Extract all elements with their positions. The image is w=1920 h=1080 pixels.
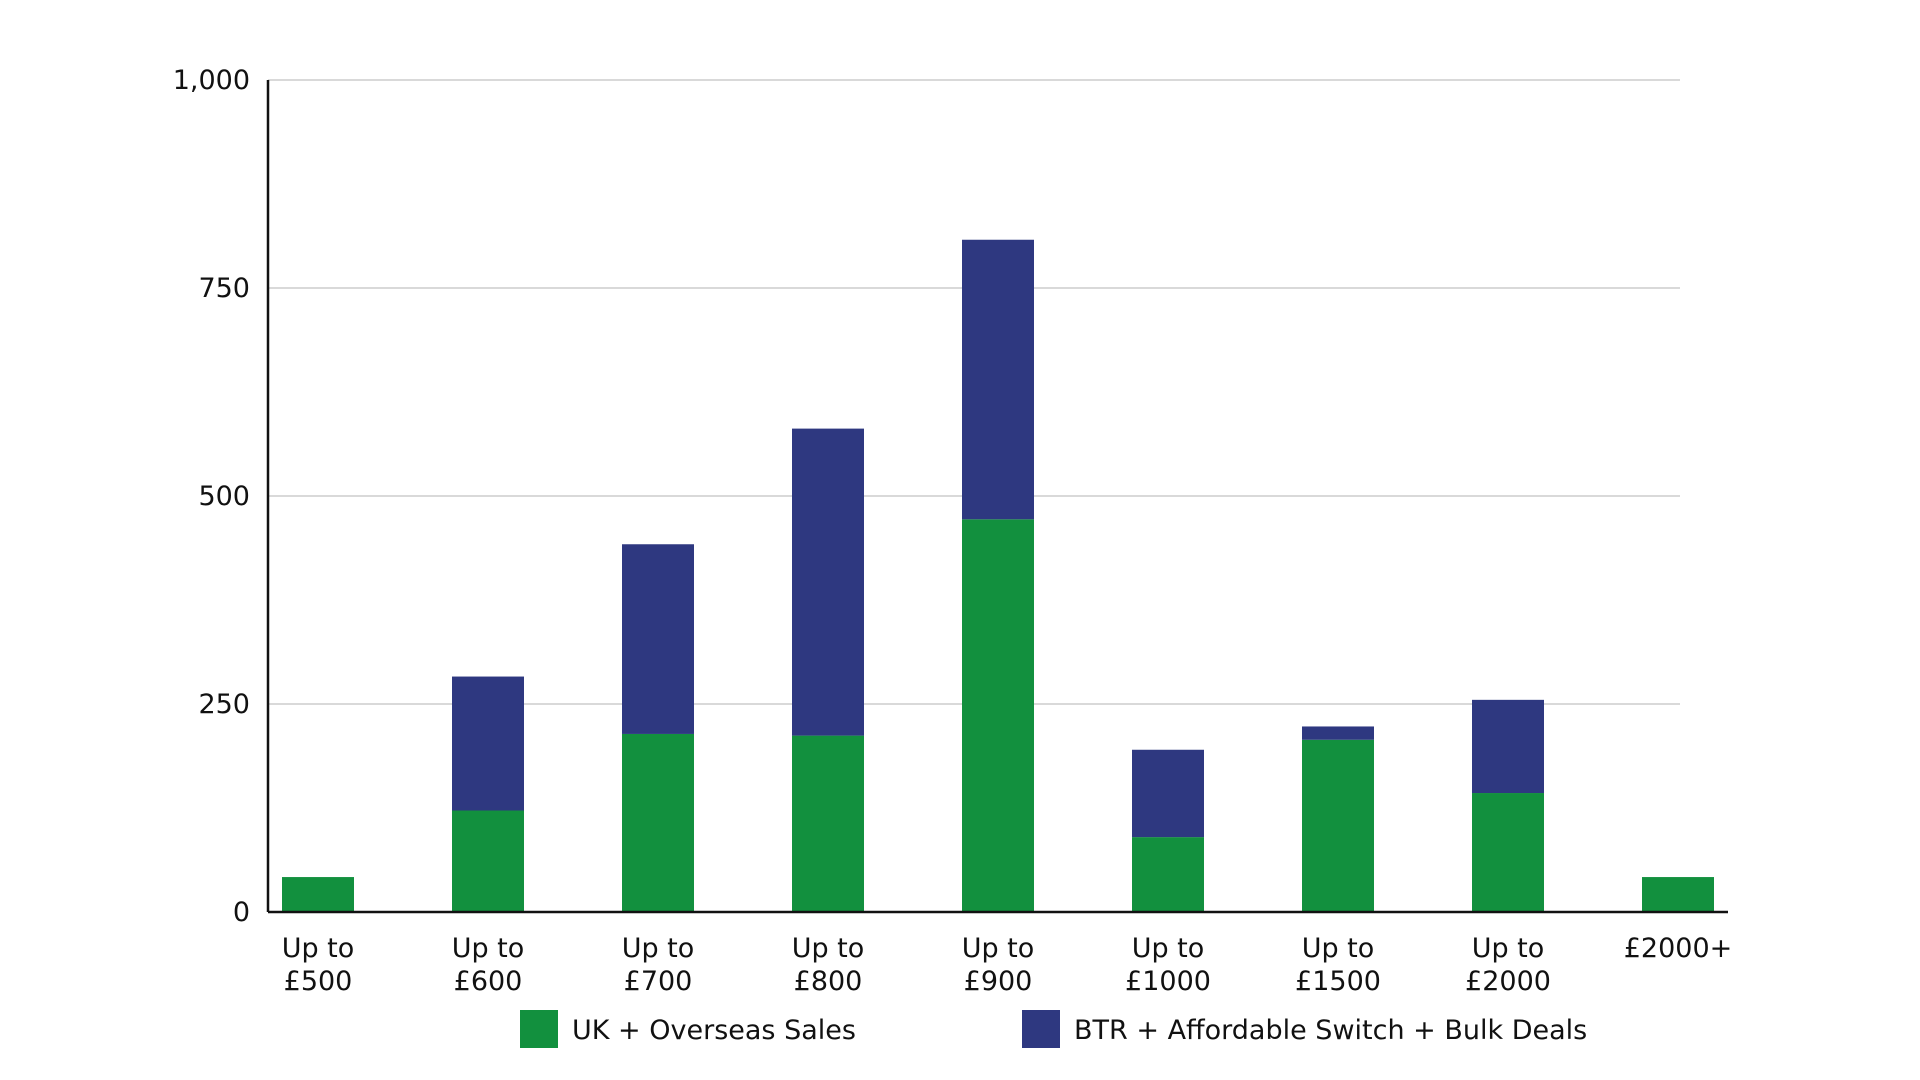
- bar-segment-series-0-category-0: [282, 877, 354, 912]
- y-tick-label: 0: [233, 897, 250, 928]
- legend-label: BTR + Affordable Switch + Bulk Deals: [1074, 1015, 1587, 1046]
- x-tick-label: Up to: [622, 933, 695, 964]
- x-tick-label: Up to: [452, 933, 525, 964]
- x-tick-label: £2000+: [1624, 933, 1733, 964]
- x-tick-label: Up to: [792, 933, 865, 964]
- legend-swatch: [520, 1010, 558, 1048]
- bar-segment-series-1-category-1: [452, 676, 524, 811]
- bar-segment-series-1-category-6: [1302, 726, 1374, 740]
- bar-segment-series-0-category-6: [1302, 739, 1374, 912]
- bar-segment-series-1-category-5: [1132, 749, 1204, 838]
- y-tick-label: 1,000: [173, 65, 250, 96]
- x-tick-label: Up to: [1302, 933, 1375, 964]
- x-tick-label: Up to: [282, 933, 355, 964]
- bar-segment-series-0-category-8: [1642, 877, 1714, 912]
- y-tick-label: 750: [198, 273, 250, 304]
- bar-segment-series-1-category-3: [792, 428, 864, 736]
- y-tick-label: 500: [198, 481, 250, 512]
- bar-segment-series-0-category-5: [1132, 837, 1204, 912]
- x-tick-label: £1500: [1295, 966, 1381, 997]
- axes: [266, 80, 1728, 914]
- y-axis-tick-labels: 0 250 500 750 1,000: [173, 65, 250, 928]
- bar-segment-series-0-category-4: [962, 519, 1034, 912]
- legend-swatch: [1022, 1010, 1060, 1048]
- x-tick-label: Up to: [962, 933, 1035, 964]
- bar-segment-series-0-category-7: [1472, 793, 1544, 912]
- x-tick-label: £500: [284, 966, 353, 997]
- x-tick-label: £900: [964, 966, 1033, 997]
- x-tick-label: £700: [624, 966, 693, 997]
- bar-segment-series-1-category-4: [962, 239, 1034, 520]
- bar-segment-series-1-category-7: [1472, 699, 1544, 794]
- legend-item-0: UK + Overseas Sales: [520, 1010, 856, 1048]
- x-tick-label: £1000: [1125, 966, 1211, 997]
- legend-item-1: BTR + Affordable Switch + Bulk Deals: [1022, 1010, 1587, 1048]
- x-tick-label: Up to: [1132, 933, 1205, 964]
- bar-segment-series-0-category-3: [792, 735, 864, 912]
- x-tick-label: Up to: [1472, 933, 1545, 964]
- bars: [282, 239, 1714, 912]
- x-tick-label: £800: [794, 966, 863, 997]
- bar-segment-series-0-category-1: [452, 810, 524, 912]
- bar-segment-series-1-category-2: [622, 544, 694, 734]
- bar-segment-series-0-category-2: [622, 733, 694, 912]
- x-tick-label: £2000: [1465, 966, 1551, 997]
- y-tick-label: 250: [198, 689, 250, 720]
- legend-label: UK + Overseas Sales: [572, 1015, 856, 1046]
- legend: UK + Overseas Sales BTR + Affordable Swit…: [520, 1010, 1587, 1048]
- x-tick-label: £600: [454, 966, 523, 997]
